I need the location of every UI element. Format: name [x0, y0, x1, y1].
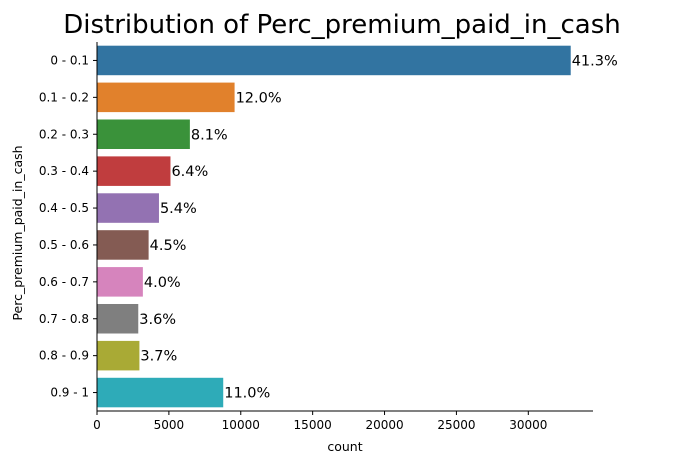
y-tick-label: 0 - 0.1	[50, 53, 89, 67]
x-tick-label: 30000	[509, 418, 547, 432]
y-tick-label: 0.3 - 0.4	[39, 164, 89, 178]
x-tick-label: 10000	[222, 418, 260, 432]
x-tick-label: 0	[93, 418, 101, 432]
data-label-7: 4.0%	[144, 275, 181, 291]
bars-group	[97, 45, 571, 408]
data-label-8: 3.6%	[139, 312, 176, 328]
data-label-6: 4.5%	[150, 238, 187, 254]
data-label-4: 6.4%	[171, 164, 208, 180]
y-tick-label: 0.8 - 0.9	[39, 349, 89, 363]
data-label-1: 41.3%	[572, 53, 618, 69]
y-tick-label: 0.1 - 0.2	[39, 90, 89, 104]
bar-1	[97, 45, 571, 76]
y-axis: 0 - 0.1 0.1 - 0.2 0.2 - 0.3 0.3 - 0.4 0.4 - …	[39, 42, 98, 411]
bar-7	[97, 267, 143, 297]
chart-title: Distribution of Perc_premium_paid_in_cas…	[63, 10, 621, 40]
data-label-10: 11.0%	[224, 386, 270, 402]
x-tick-label: 20000	[365, 418, 403, 432]
data-label-3: 8.1%	[191, 127, 228, 143]
x-axis: 0 5000 10000 15000 20000 25000 30000	[93, 410, 593, 432]
data-label-9: 3.7%	[140, 349, 177, 365]
x-tick-label: 15000	[294, 418, 332, 432]
bar-9	[97, 340, 140, 371]
bar-6	[97, 230, 149, 260]
y-tick-label: 0.6 - 0.7	[39, 275, 89, 289]
y-tick-label: 0.2 - 0.3	[39, 127, 89, 141]
y-tick-label: 0.7 - 0.8	[39, 312, 89, 326]
bar-3	[97, 119, 190, 150]
x-axis-label: count	[327, 439, 362, 454]
data-labels-group: 41.3% 12.0% 8.1% 6.4% 5.4% 4.5% 4.0% 3.6% 3.7% 11…	[139, 53, 618, 401]
x-tick-label: 25000	[437, 418, 475, 432]
data-label-2: 12.0%	[236, 90, 282, 106]
bar-5	[97, 193, 159, 223]
y-axis-label: Perc_premium_paid_in_cash	[10, 145, 25, 320]
y-tick-label: 0.9 - 1	[50, 386, 89, 400]
data-label-5: 5.4%	[160, 201, 197, 217]
bar-2	[97, 82, 235, 113]
y-tick-label: 0.4 - 0.5	[39, 201, 89, 215]
bar-10	[97, 377, 224, 408]
bar-4	[97, 156, 171, 186]
bar-8	[97, 303, 139, 334]
y-tick-label: 0.5 - 0.6	[39, 238, 89, 252]
x-tick-label: 5000	[154, 418, 185, 432]
